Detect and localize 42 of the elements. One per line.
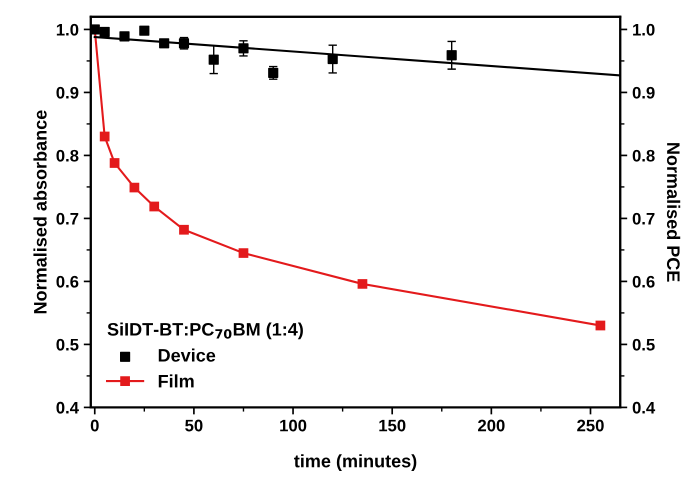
y2-tick-label: 0.6 — [632, 276, 655, 288]
point — [446, 50, 457, 60]
point — [179, 224, 189, 235]
x-tick-label: 0 — [90, 420, 99, 432]
point — [328, 54, 338, 64]
y-tick-label: 0.4 — [56, 402, 79, 414]
y2-tick-label: 1.0 — [633, 24, 655, 36]
x-tick-label: 100 — [280, 420, 306, 432]
y2-tick-label: 0.9 — [632, 86, 655, 99]
point — [139, 26, 150, 36]
y2-tick-label: 0.7 — [632, 212, 654, 225]
y-tick-label: 1.0 — [56, 24, 78, 36]
y-tick-label: 0.8 — [56, 150, 78, 162]
point — [159, 38, 170, 48]
legend-label: Film — [158, 374, 194, 388]
x-tick-label: 150 — [379, 420, 406, 432]
legend-label: Device — [158, 348, 216, 362]
y-tick-label: 0.6 — [56, 276, 78, 288]
y2-tick-label: 0.8 — [632, 150, 655, 162]
point — [238, 248, 248, 258]
x-tick-label: 200 — [478, 420, 505, 432]
y-tick-label: 0.7 — [56, 212, 78, 225]
point — [208, 54, 219, 65]
point — [358, 279, 368, 289]
legend-title: SiIDT-BT:PC$_{70}$BM (1:4) — [108, 322, 303, 340]
point — [238, 43, 249, 54]
point — [130, 182, 140, 192]
point — [100, 26, 110, 38]
y2-tick-label: 0.4 — [632, 402, 656, 414]
y2-axis-title: Normalised PCE — [666, 143, 680, 282]
y2-tick-label: 0.5 — [632, 338, 655, 351]
point — [110, 158, 120, 168]
y-tick-label: 0.5 — [56, 338, 79, 351]
point — [100, 132, 110, 142]
point — [149, 202, 160, 212]
x-tick-label: 250 — [577, 420, 604, 432]
x-tick-label: 50 — [185, 420, 202, 432]
x-axis-title: time (minutes) — [294, 454, 416, 472]
y-tick-label: 0.9 — [56, 86, 78, 99]
point — [596, 320, 606, 330]
point — [119, 31, 130, 42]
y-axis-title: Normalised absorbance — [33, 110, 47, 314]
